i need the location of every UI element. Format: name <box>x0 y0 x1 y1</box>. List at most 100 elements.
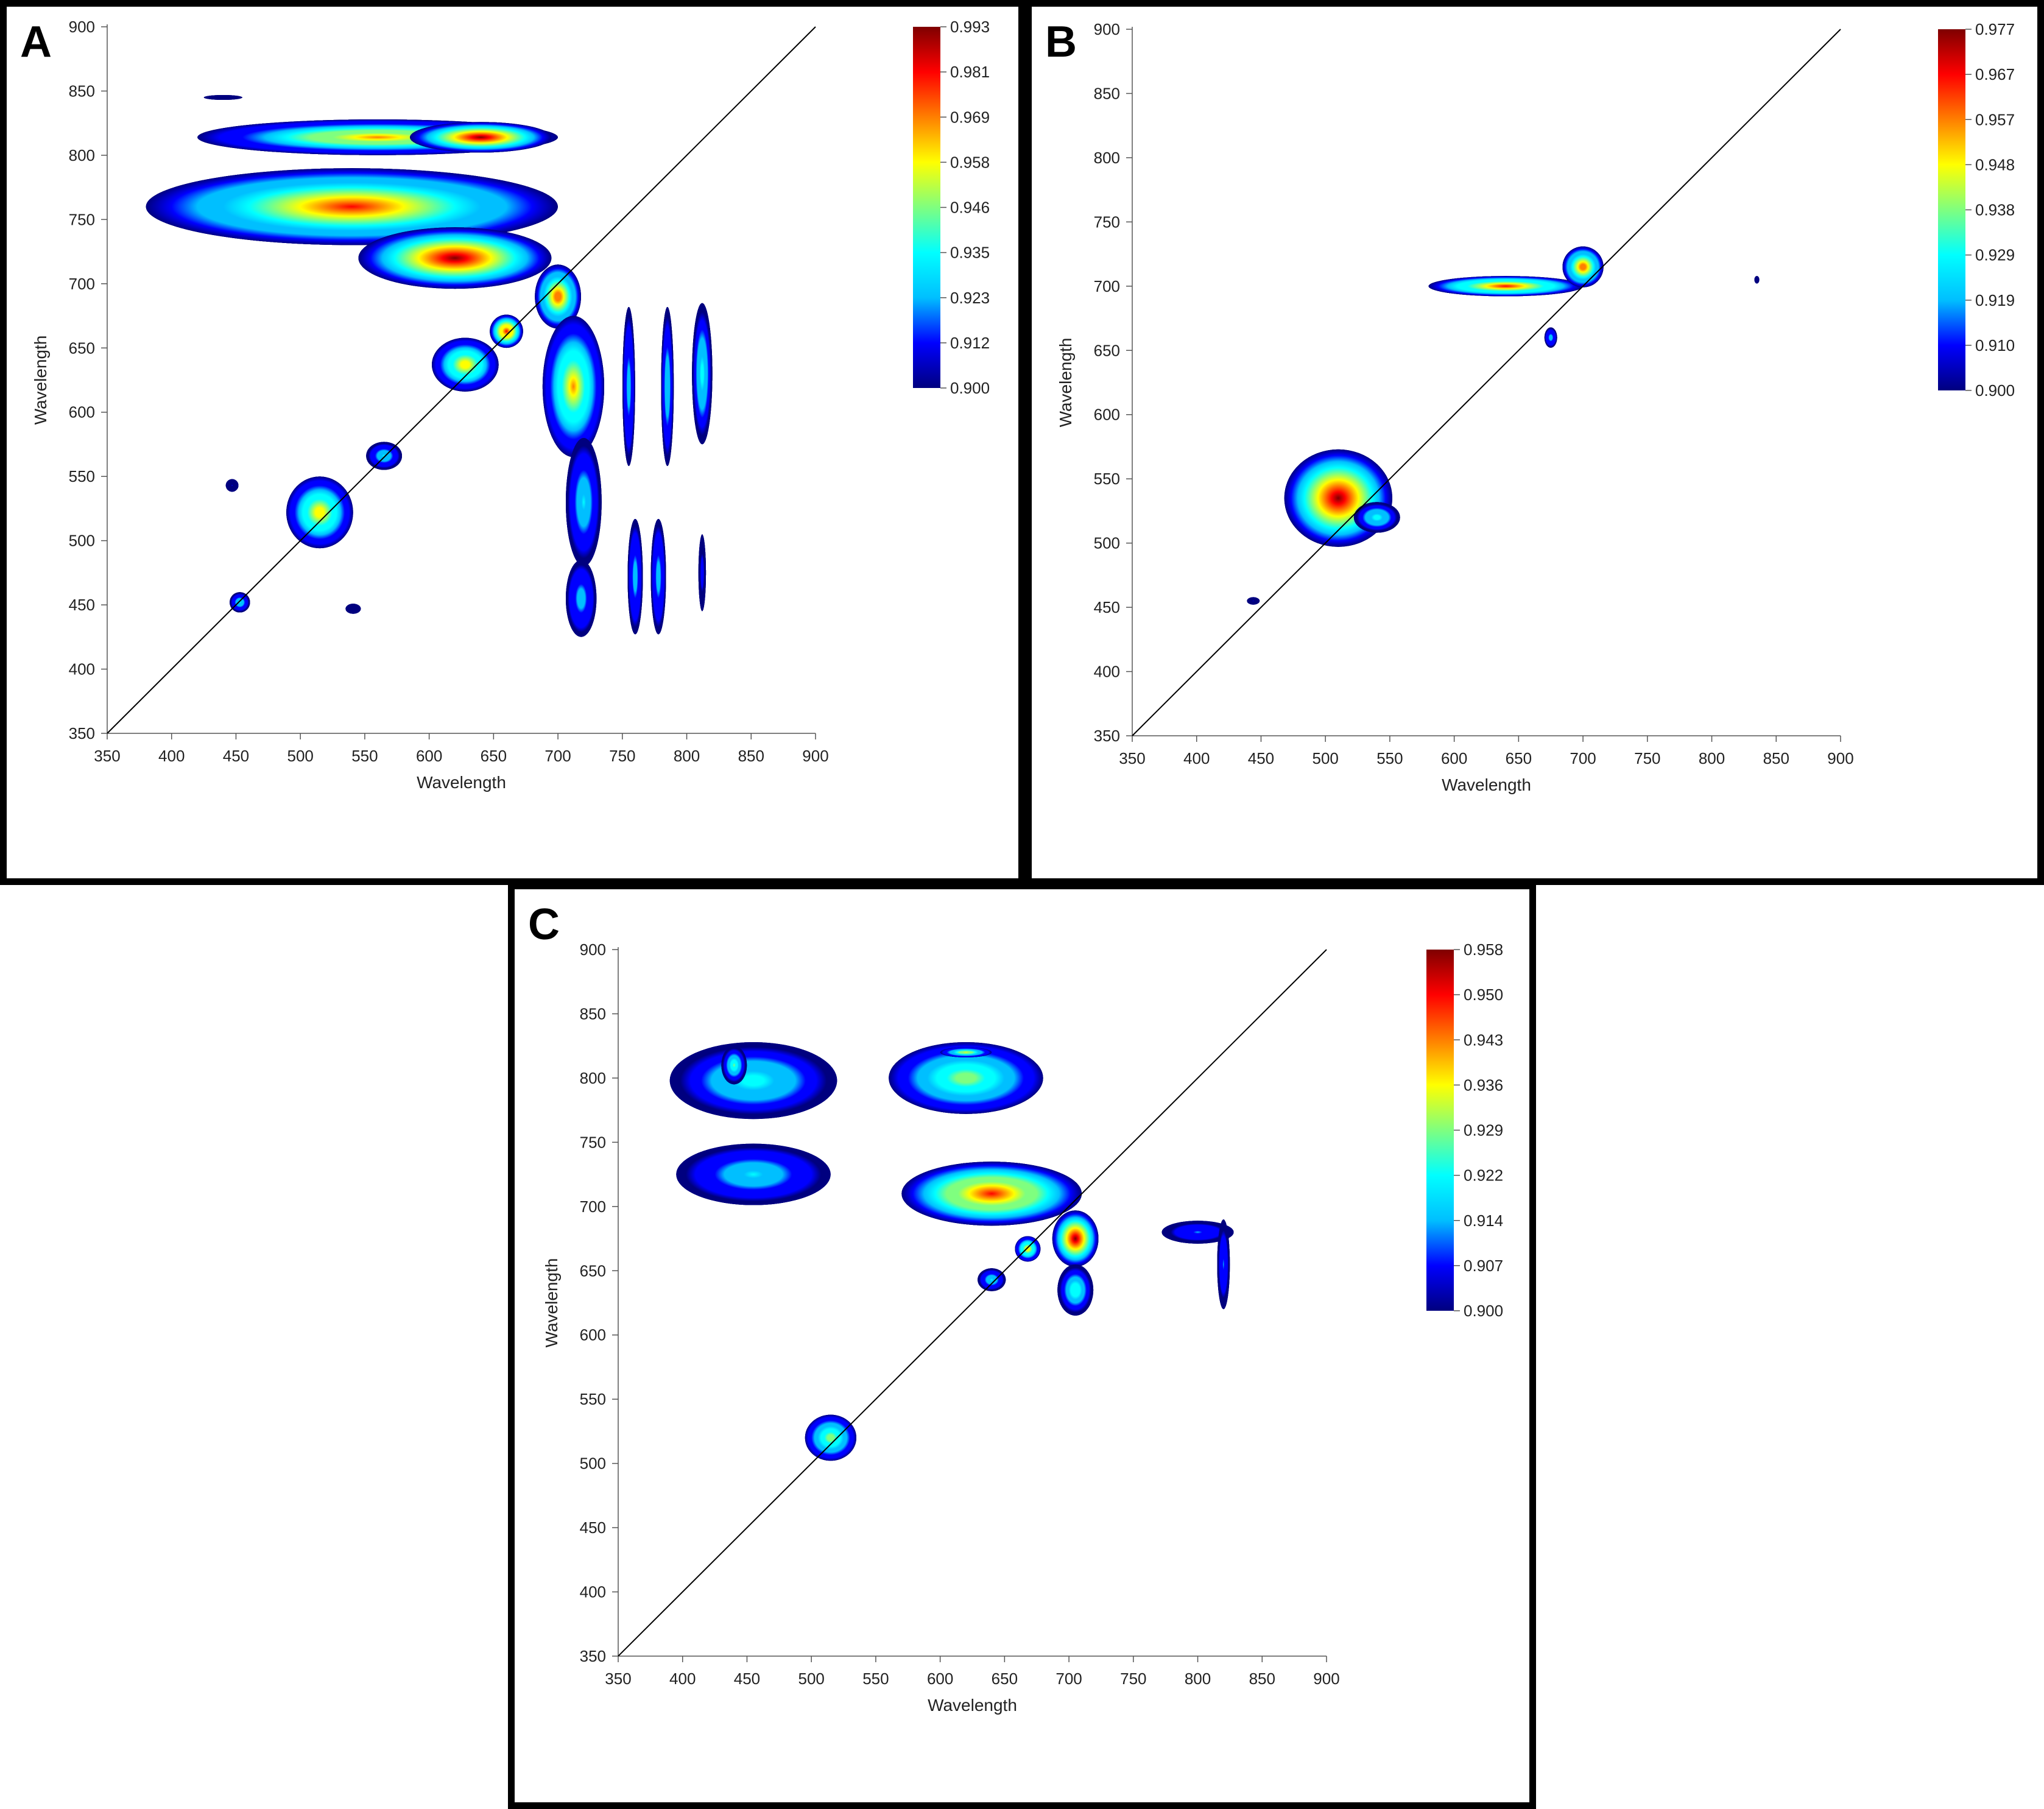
heatmap-regions <box>1247 246 1760 605</box>
x-tick-label: 800 <box>674 747 700 765</box>
heatmap-region <box>1052 1210 1099 1267</box>
y-tick-label: 850 <box>69 82 95 100</box>
y-tick-label: 800 <box>1094 149 1120 167</box>
heatmap-regions <box>669 1042 1234 1461</box>
x-axis-label: Wavelength <box>928 1696 1017 1715</box>
y-tick-label: 700 <box>1094 277 1120 295</box>
x-tick-label: 600 <box>927 1670 953 1688</box>
y-tick-label: 450 <box>69 596 95 614</box>
heatmap-region <box>565 560 597 637</box>
x-tick-label: 600 <box>416 747 442 765</box>
y-tick-label: 400 <box>1094 663 1120 681</box>
colorbar-tick-label: 0.936 <box>1464 1076 1503 1094</box>
colorbar <box>1426 950 1454 1311</box>
colorbar-tick-label: 0.938 <box>1975 201 2015 219</box>
x-tick-label: 750 <box>1634 749 1660 767</box>
heatmap-region <box>409 122 552 153</box>
heatmap-region <box>627 518 643 635</box>
diagonal-line <box>1132 29 1841 736</box>
x-tick-label: 400 <box>1183 749 1210 767</box>
y-tick-label: 650 <box>580 1261 606 1280</box>
colorbar <box>1938 29 1965 390</box>
colorbar-tick-label: 0.967 <box>1975 65 2015 83</box>
colorbar-tick-label: 0.948 <box>1975 155 2015 174</box>
heatmap-region <box>901 1162 1082 1226</box>
colorbar-tick-label: 0.958 <box>1464 940 1503 959</box>
heatmap-region <box>692 303 713 445</box>
x-tick-label: 750 <box>609 747 635 765</box>
colorbar-tick-label: 0.958 <box>950 153 990 171</box>
heatmap-region <box>229 592 250 613</box>
x-tick-label: 900 <box>1827 749 1853 767</box>
x-tick-label: 550 <box>862 1670 889 1688</box>
y-tick-label: 550 <box>1094 470 1120 488</box>
heatmap-region <box>366 442 403 470</box>
colorbar-tick-label: 0.900 <box>950 379 990 397</box>
colorbar-tick-label: 0.977 <box>1975 20 2015 38</box>
x-tick-label: 600 <box>1441 749 1467 767</box>
x-tick-label: 350 <box>1119 749 1145 767</box>
heatmap-region <box>661 306 674 467</box>
y-tick-label: 800 <box>580 1069 606 1087</box>
y-tick-label: 600 <box>69 403 95 421</box>
heatmap-region <box>535 264 582 329</box>
colorbar-tick-label: 0.910 <box>1975 336 2015 354</box>
x-tick-label: 500 <box>287 747 313 765</box>
heatmap-regions <box>146 94 713 637</box>
y-tick-label: 850 <box>580 1004 606 1023</box>
colorbar-tick-label: 0.923 <box>950 289 990 307</box>
colorbar-tick-label: 0.957 <box>1975 110 2015 129</box>
chart-b: 350 400 450 500 550 600 650 700 750 800 850 900 350 4… <box>1056 20 2015 794</box>
colorbar-tick-label: 0.919 <box>1975 291 2015 309</box>
y-tick-label: 850 <box>1094 84 1120 102</box>
chart-c: 350 400 450 500 550 600 650 700 750 800 850 900 350 4… <box>542 940 1503 1715</box>
x-tick-label: 400 <box>669 1670 696 1688</box>
heatmap-region <box>622 306 635 467</box>
y-tick-label: 900 <box>69 18 95 36</box>
y-tick-label: 500 <box>580 1455 606 1473</box>
colorbar-tick-label: 0.929 <box>1464 1121 1503 1140</box>
y-tick-label: 350 <box>1094 727 1120 745</box>
colorbar-tick-label: 0.950 <box>1464 986 1503 1004</box>
y-tick-label: 600 <box>580 1326 606 1344</box>
y-tick-label: 700 <box>69 275 95 293</box>
heatmap-region <box>1057 1264 1094 1316</box>
heatmap-region <box>940 1047 992 1058</box>
heatmap-region <box>565 437 602 566</box>
colorbar-tick-label: 0.969 <box>950 108 990 126</box>
y-tick-label: 900 <box>1094 20 1120 38</box>
colorbar-tick-label: 0.912 <box>950 334 990 352</box>
heatmap-region <box>345 603 361 614</box>
y-tick-label: 500 <box>69 532 95 550</box>
x-tick-label: 450 <box>734 1670 760 1688</box>
heatmap-region <box>1754 275 1760 284</box>
y-tick-label: 350 <box>580 1647 606 1665</box>
y-axis-label: Wavelength <box>31 336 50 425</box>
heatmap-region <box>358 227 552 289</box>
heatmap-region <box>669 1042 837 1120</box>
x-tick-label: 650 <box>992 1670 1018 1688</box>
x-tick-label: 700 <box>544 747 571 765</box>
heatmap-region <box>698 534 707 612</box>
heatmap-region <box>1247 597 1260 605</box>
x-tick-label: 350 <box>605 1670 631 1688</box>
colorbar-tick-label: 0.907 <box>1464 1257 1503 1275</box>
panel-a: A 350 400 450 500 550 600 650 700 750 800 850 900 35… <box>0 0 1025 885</box>
colorbar-tick-label: 0.914 <box>1464 1211 1503 1230</box>
x-tick-label: 550 <box>351 747 378 765</box>
y-tick-label: 600 <box>1094 406 1120 424</box>
y-tick-label: 550 <box>580 1390 606 1408</box>
panel-letter: B <box>1045 18 1077 66</box>
y-axis-label: Wavelength <box>1056 338 1075 428</box>
heatmap-region <box>431 337 499 392</box>
x-tick-label: 450 <box>223 747 249 765</box>
colorbar-tick-label: 0.900 <box>1975 381 2015 400</box>
panel-c: C 350 400 450 500 550 600 650 700 750 800 850 900 35… <box>508 883 1536 1809</box>
y-tick-label: 800 <box>69 146 95 164</box>
heatmap-region <box>225 479 239 492</box>
colorbar-tick-label: 0.929 <box>1975 246 2015 264</box>
heatmap-region <box>650 518 666 635</box>
x-tick-label: 800 <box>1185 1670 1211 1688</box>
y-tick-label: 550 <box>69 467 95 485</box>
x-tick-label: 800 <box>1699 749 1725 767</box>
